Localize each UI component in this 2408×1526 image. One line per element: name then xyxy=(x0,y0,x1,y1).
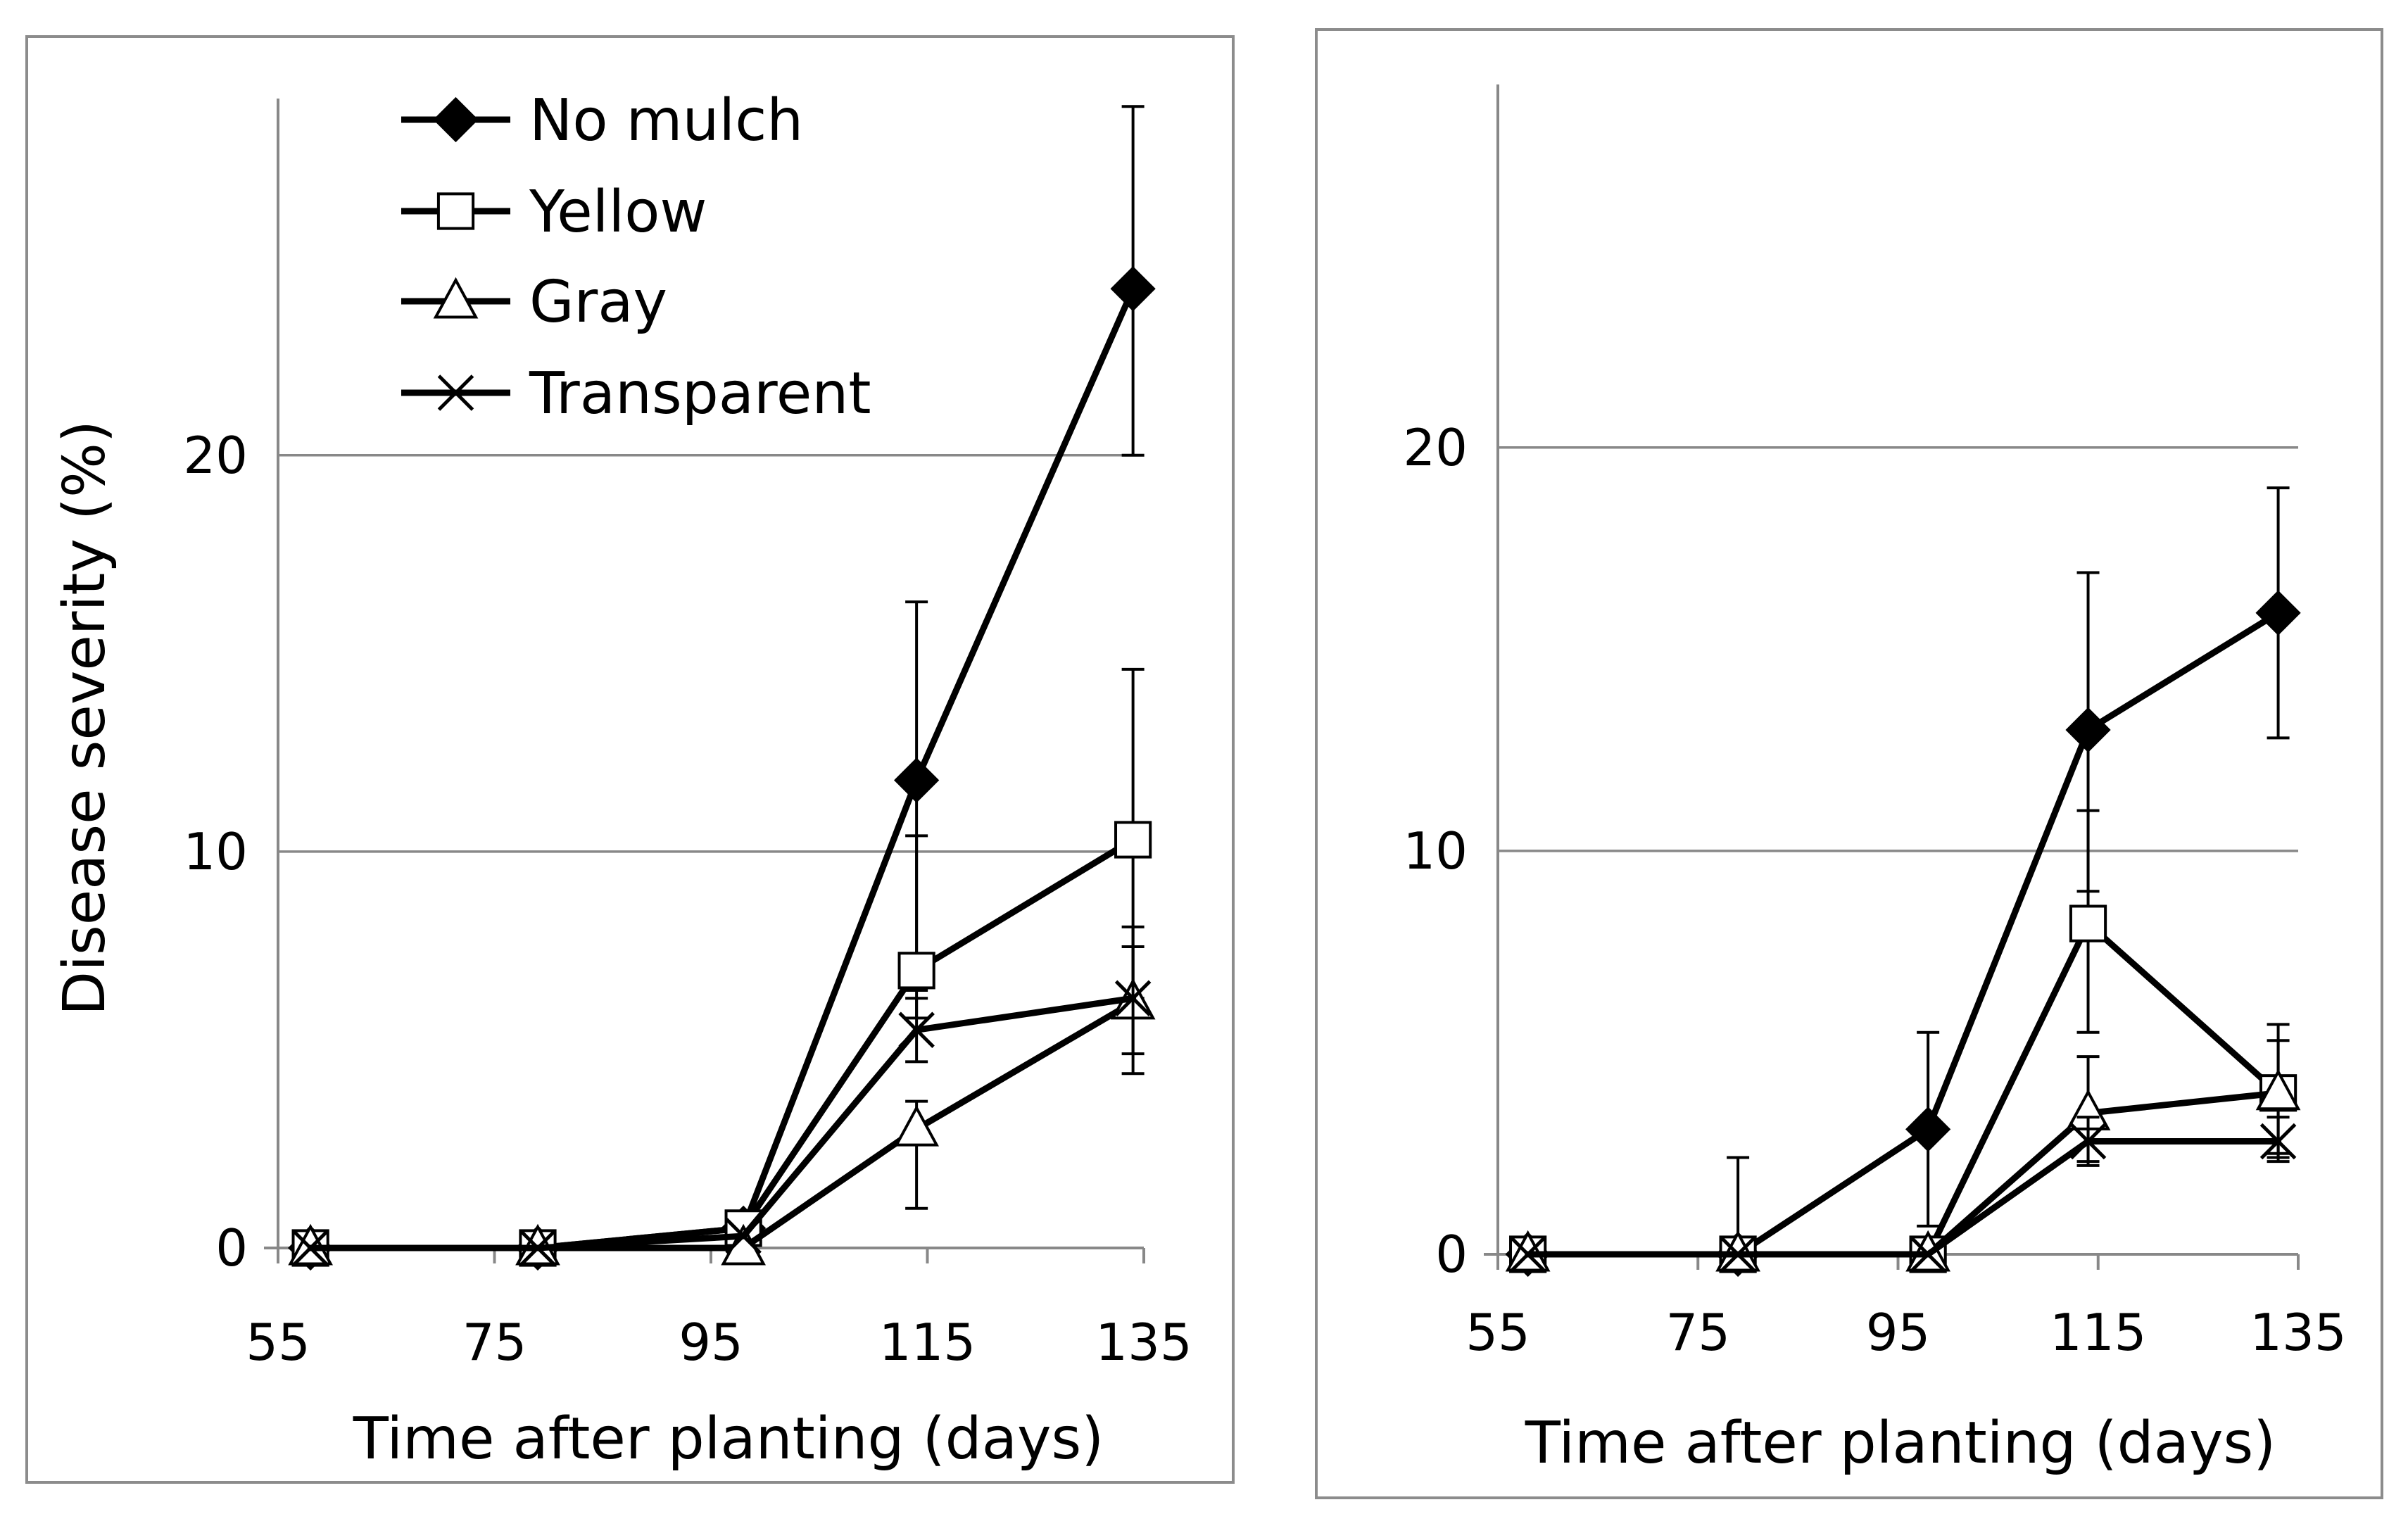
data-point-gray-133 xyxy=(2255,1068,2301,1111)
y-tick-label-0: 0 xyxy=(1435,1225,1468,1284)
x-tick-label-135: 135 xyxy=(1095,1313,1192,1372)
y-tick-label-0: 0 xyxy=(215,1218,248,1278)
x-axis-title-left: Time after planting (days) xyxy=(353,1406,1104,1473)
panel-left-frame xyxy=(25,35,1235,1484)
x-axis-title-right: Time after planting (days) xyxy=(1525,1410,2276,1477)
data-point-transparent-98 xyxy=(1910,1236,1946,1273)
legend-entry-yellow: Yellow xyxy=(401,179,707,246)
legend-label-yellow: Yellow xyxy=(529,179,707,246)
data-point-transparent-133 xyxy=(2259,1123,2297,1160)
data-point-transparent-98 xyxy=(725,1218,762,1254)
legend-entry-gray: Gray xyxy=(401,269,667,336)
panel-left: 0 10 20 55 75 95 115 135 No mulch Yellow Gray Tran… xyxy=(25,35,1235,1484)
data-point-transparent-79 xyxy=(1720,1236,1756,1273)
x-tick-label-95: 95 xyxy=(1866,1303,1931,1362)
data-point-transparent-134 xyxy=(1114,980,1152,1017)
data-point-gray-114 xyxy=(894,1104,939,1147)
x-tick-label-115: 115 xyxy=(2050,1303,2146,1362)
data-point-no-mulch-98 xyxy=(1905,1106,1951,1152)
data-point-yellow-114 xyxy=(897,952,935,990)
legend-entry-no-mulch: No mulch xyxy=(401,87,803,154)
panel-right-frame xyxy=(1315,28,2383,1499)
legend-label-gray: Gray xyxy=(529,269,667,336)
data-point-no-mulch-134 xyxy=(1110,266,1156,312)
legend-entry-transparent: Transparent xyxy=(401,360,871,427)
data-point-transparent-58 xyxy=(1509,1236,1546,1273)
data-point-transparent-79 xyxy=(519,1230,556,1266)
y-axis-title-left: Disease severity (%) xyxy=(51,420,118,1016)
panel-right: 0 10 20 55 75 95 115 135 Time after planting (d… xyxy=(1315,28,2383,1499)
data-point-transparent-114 xyxy=(898,1011,935,1049)
data-point-no-mulch-133 xyxy=(2255,590,2301,636)
x-tick-label-95: 95 xyxy=(679,1313,743,1372)
data-point-yellow-134 xyxy=(1114,821,1152,859)
x-tick-label-75: 75 xyxy=(1665,1303,1730,1362)
legend-label-no-mulch: No mulch xyxy=(529,87,803,154)
data-point-yellow-114 xyxy=(2069,904,2107,942)
x-tick-label-55: 55 xyxy=(246,1313,310,1372)
y-tick-label-10: 10 xyxy=(1403,821,1468,881)
legend-marker-yellow xyxy=(436,192,475,230)
legend-marker-transparent xyxy=(437,374,474,411)
data-point-no-mulch-114 xyxy=(2065,707,2111,753)
data-point-transparent-114 xyxy=(2069,1123,2107,1160)
data-point-no-mulch-114 xyxy=(894,757,940,803)
legend-marker-gray xyxy=(433,277,479,319)
y-tick-label-20: 20 xyxy=(1403,418,1468,477)
x-tick-label-115: 115 xyxy=(879,1313,976,1372)
x-tick-label-55: 55 xyxy=(1465,1303,1530,1362)
x-tick-label-75: 75 xyxy=(462,1313,527,1372)
y-tick-label-10: 10 xyxy=(183,822,248,881)
series-transparent xyxy=(1509,1116,2297,1273)
y-tick-label-20: 20 xyxy=(183,426,248,485)
series-transparent xyxy=(292,945,1152,1266)
legend-marker-no-mulch xyxy=(433,96,479,143)
legend-label-transparent: Transparent xyxy=(529,360,871,427)
x-tick-label-135: 135 xyxy=(2250,1303,2346,1362)
data-point-transparent-58 xyxy=(292,1230,329,1266)
